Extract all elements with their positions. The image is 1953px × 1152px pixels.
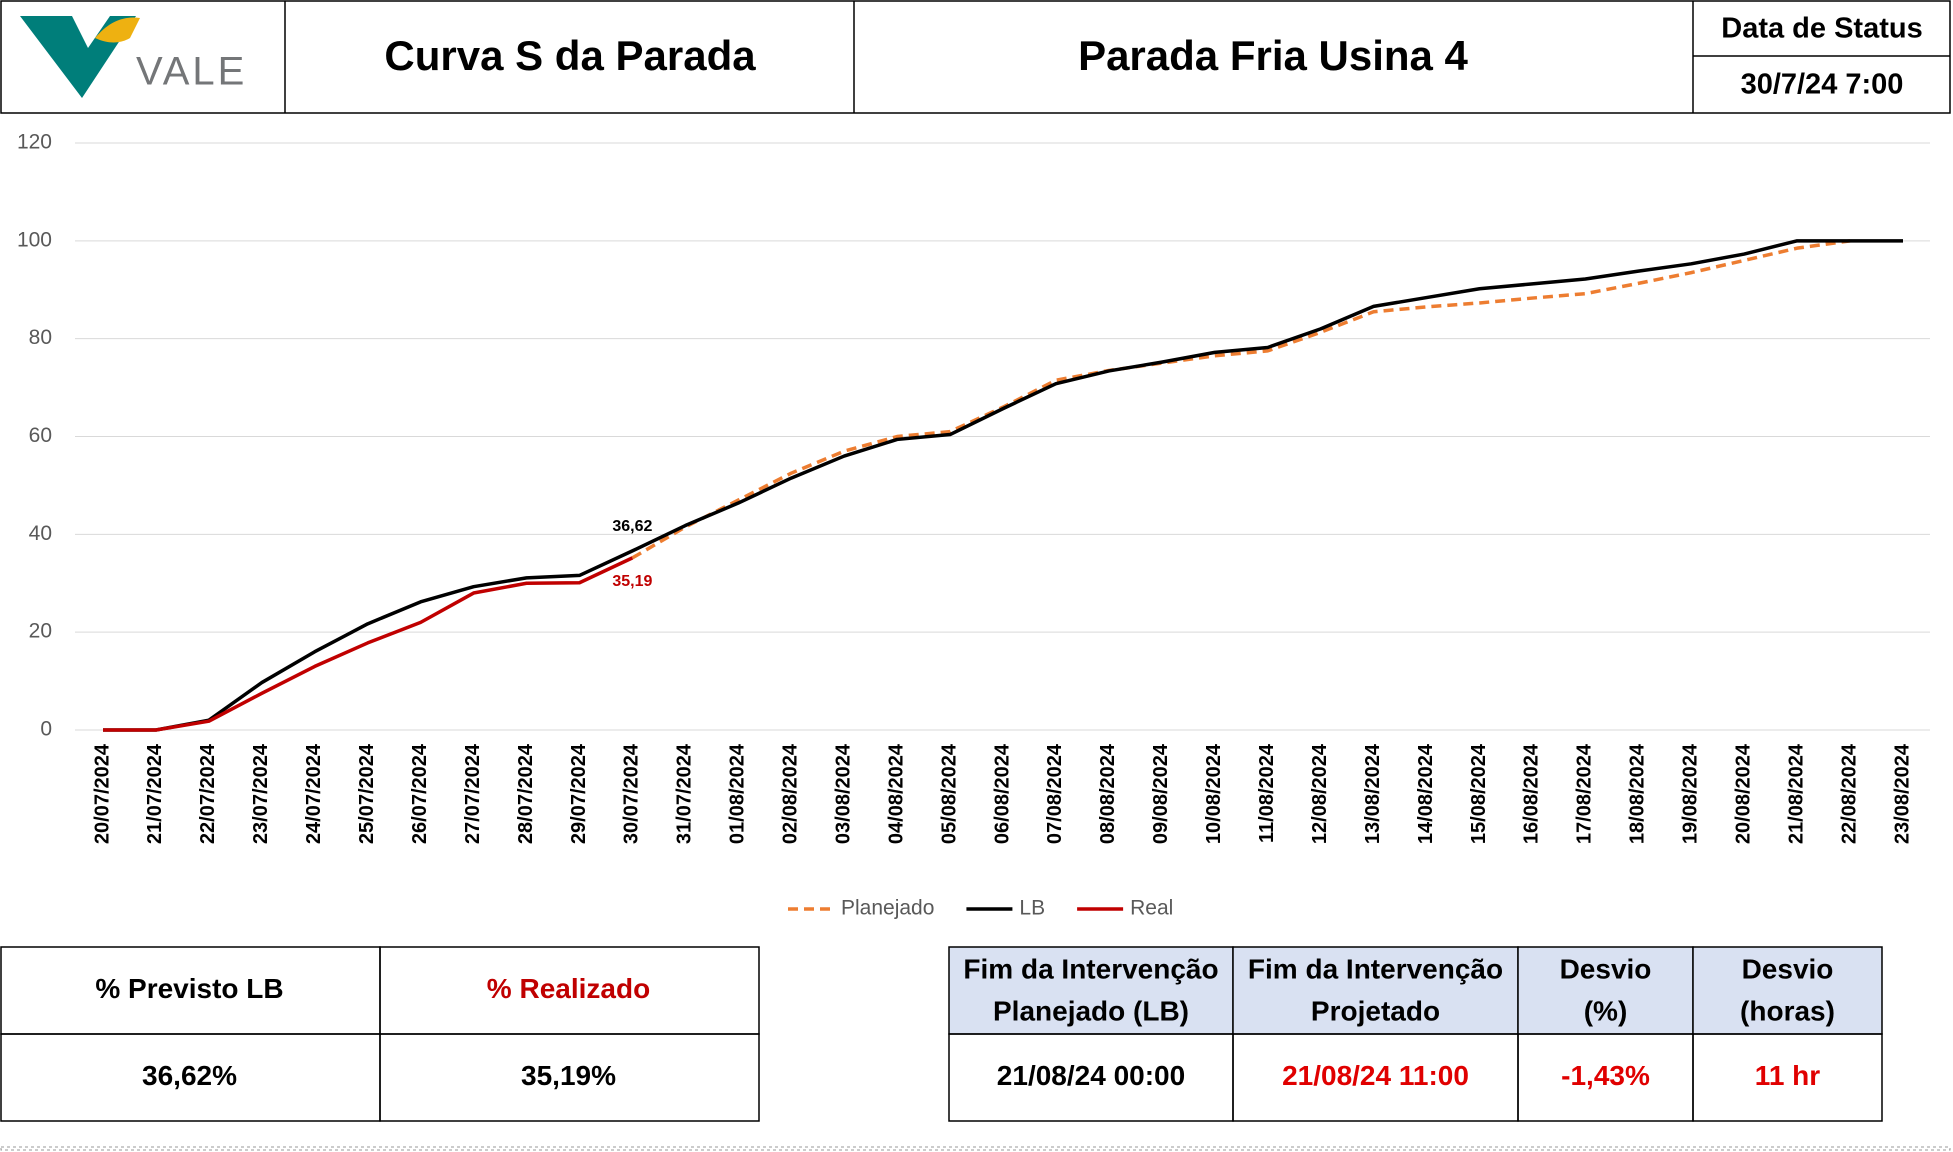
x-tick-label: 22/08/2024: [1838, 743, 1860, 844]
x-tick-label: 09/08/2024: [1150, 743, 1172, 844]
table-header: % Previsto LB: [95, 973, 283, 1004]
table-value: 35,19%: [521, 1060, 616, 1091]
y-tick-label: 60: [29, 424, 52, 447]
x-tick-label: 30/07/2024: [621, 743, 643, 844]
series-line: [103, 239, 1903, 732]
series-line: [631, 239, 1851, 560]
x-tick-label: 21/08/2024: [1785, 743, 1807, 844]
x-tick-label: 05/08/2024: [938, 743, 960, 844]
x-tick-label: 06/08/2024: [991, 743, 1013, 844]
table-header-cell: [1692, 946, 1883, 1035]
table-header: Desvio: [1742, 953, 1834, 984]
x-tick-label: 02/08/2024: [780, 743, 802, 844]
x-tick-label: 01/08/2024: [727, 743, 749, 844]
header-frame: [0, 0, 1951, 114]
series-line: [103, 556, 634, 732]
legend-label: Real: [1130, 897, 1173, 920]
table-header: % Realizado: [487, 973, 650, 1004]
x-tick-label: 22/07/2024: [197, 743, 219, 844]
y-tick-label: 100: [17, 228, 52, 251]
x-tick-label: 20/08/2024: [1732, 743, 1754, 844]
x-tick-label: 28/07/2024: [515, 743, 537, 844]
y-tick-label: 120: [17, 131, 52, 154]
x-tick-label: 04/08/2024: [885, 743, 907, 844]
x-tick-label: 21/07/2024: [144, 743, 166, 844]
table-header-cell: [948, 946, 1234, 1035]
table-header: Desvio: [1560, 953, 1652, 984]
table-value: 21/08/24 00:00: [997, 1060, 1185, 1091]
x-tick-label: 26/07/2024: [409, 743, 431, 844]
subtitle: Parada Fria Usina 4: [1078, 32, 1468, 79]
legend-label: LB: [1019, 897, 1045, 920]
x-tick-label: 23/08/2024: [1891, 743, 1913, 844]
x-tick-label: 12/08/2024: [1309, 743, 1331, 844]
table-header: (%): [1584, 995, 1628, 1026]
legend-label: Planejado: [841, 897, 934, 920]
x-tick-label: 31/07/2024: [674, 743, 696, 844]
y-tick-label: 0: [40, 718, 52, 741]
x-tick-label: 23/07/2024: [250, 743, 272, 844]
tables: % Previsto LB 36,62% % Realizado 35,19% Fim …: [0, 946, 1883, 1122]
x-tick-label: 10/08/2024: [1203, 743, 1225, 844]
table-value: -1,43%: [1561, 1060, 1650, 1091]
y-tick-label: 20: [29, 620, 52, 643]
x-tick-label: 18/08/2024: [1627, 743, 1649, 844]
table-value: 36,62%: [142, 1060, 237, 1091]
chart: 0 20 40 60 80 100 120 20/07/2024 21/07/2024 22/07…: [17, 131, 1930, 920]
status-label: Data de Status: [1721, 13, 1922, 45]
x-tick-label: 13/08/2024: [1362, 743, 1384, 844]
table-header: Fim da Intervenção: [963, 953, 1218, 984]
x-tick-label: 16/08/2024: [1521, 743, 1543, 844]
x-tick-label: 14/08/2024: [1415, 743, 1437, 844]
data-label: 36,62: [612, 518, 652, 535]
table-header-cell: [1232, 946, 1519, 1035]
logo: VALE: [20, 16, 247, 98]
table-value: 11 hr: [1755, 1060, 1820, 1091]
x-tick-label: 03/08/2024: [832, 743, 854, 844]
table-value: 21/08/24 11:00: [1282, 1060, 1469, 1091]
x-tick-label: 11/08/2024: [1256, 743, 1278, 843]
table-header-cell: [1517, 946, 1694, 1035]
title: Curva S da Parada: [384, 32, 756, 79]
x-tick-label: 15/08/2024: [1468, 743, 1490, 844]
x-tick-label: 08/08/2024: [1097, 743, 1119, 844]
status-value: 30/7/24 7:00: [1741, 69, 1904, 101]
x-tick-label: 25/07/2024: [356, 743, 378, 844]
y-tick-label: 40: [29, 522, 52, 545]
y-tick-label: 80: [29, 326, 52, 349]
x-tick-label: 20/07/2024: [91, 743, 113, 844]
table-header: (horas): [1740, 995, 1835, 1026]
x-tick-label: 24/07/2024: [303, 743, 325, 844]
x-tick-label: 19/08/2024: [1680, 743, 1702, 844]
x-tick-label: 29/07/2024: [568, 743, 590, 844]
x-tick-label: 07/08/2024: [1044, 743, 1066, 844]
x-tick-label: 17/08/2024: [1574, 743, 1596, 844]
table-header: Fim da Intervenção: [1248, 953, 1503, 984]
table-header: Projetado: [1311, 995, 1440, 1026]
table-cell: [379, 1033, 760, 1122]
x-tick-label: 27/07/2024: [462, 743, 484, 844]
logo-text: VALE: [136, 50, 247, 94]
data-label: 35,19: [612, 573, 652, 590]
sheet-edge: [0, 1146, 1951, 1151]
table-header: Planejado (LB): [993, 995, 1189, 1026]
table-cell: [1692, 1033, 1883, 1122]
logo-swoosh: [95, 17, 140, 43]
